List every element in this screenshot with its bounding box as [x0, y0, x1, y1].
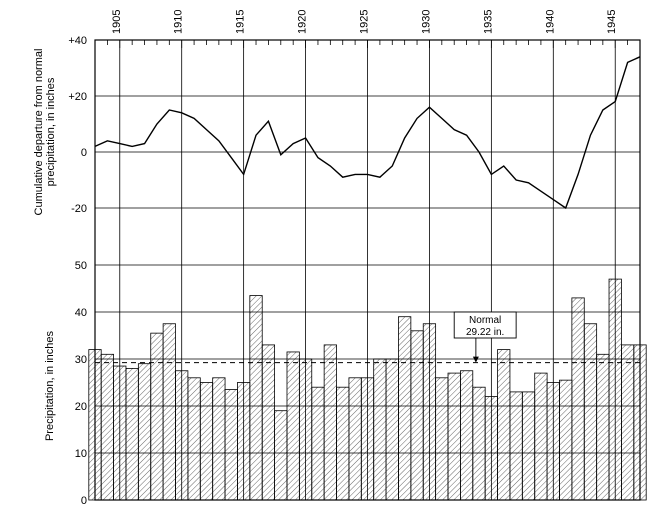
x-tick-label: 1920 — [297, 10, 309, 34]
precip-bar — [547, 383, 559, 501]
precip-bar — [337, 387, 349, 500]
precip-bar — [101, 354, 113, 500]
precip-bar — [498, 350, 510, 500]
bot-y-tick-label: 30 — [75, 354, 87, 366]
precip-bar — [436, 378, 448, 500]
top-y-tick-label: +20 — [68, 91, 87, 103]
precip-bar — [386, 359, 398, 500]
precip-bar — [163, 324, 175, 500]
precipitation-chart: 1905 1910 1915 1920 1925 1930 1935 1940 1945 +40 +… — [10, 10, 650, 519]
bot-y-tick-label: 50 — [75, 260, 87, 272]
precip-bar — [262, 345, 274, 500]
x-tick-label: 1910 — [173, 10, 185, 34]
precip-bar — [448, 373, 460, 500]
top-y-tick-label: +40 — [68, 35, 87, 47]
precip-bar — [621, 345, 633, 500]
precip-bar — [423, 324, 435, 500]
precip-bar — [237, 383, 249, 501]
bot-y-tick-label: 20 — [75, 401, 87, 413]
top-y-tick-label: 0 — [81, 147, 87, 159]
precip-bar — [559, 380, 571, 500]
precip-bar — [349, 378, 361, 500]
precip-bar — [287, 352, 299, 500]
precip-bar — [299, 359, 311, 500]
precip-bar — [151, 333, 163, 500]
precip-bar — [460, 371, 472, 500]
bot-y-tick-label: 40 — [75, 307, 87, 319]
precip-bar — [213, 378, 225, 500]
precip-bar — [361, 378, 373, 500]
bot-y-tick-label: 10 — [75, 448, 87, 460]
x-tick-label: 1930 — [420, 10, 432, 34]
x-tick-label: 1935 — [482, 10, 494, 34]
precip-bar — [510, 392, 522, 500]
precip-bar — [188, 378, 200, 500]
precip-bar — [126, 368, 138, 500]
precip-bar — [200, 383, 212, 501]
precip-bar — [138, 364, 150, 500]
precip-bar — [535, 373, 547, 500]
top-panel-y-label: Cumulative departure from normalprecipit… — [33, 42, 57, 222]
precip-bar — [572, 298, 584, 500]
precip-bar — [312, 387, 324, 500]
precip-bar — [89, 350, 101, 500]
precip-bar — [176, 371, 188, 500]
precip-bar — [250, 296, 262, 500]
precip-bar — [584, 324, 596, 500]
precip-bar — [609, 279, 621, 500]
normal-label-text: 29.22 in. — [466, 327, 504, 338]
bot-y-tick-label: 0 — [81, 495, 87, 507]
precip-bar — [473, 387, 485, 500]
chart-svg: 1905 1910 1915 1920 1925 1930 1935 1940 1945 +40 +… — [10, 10, 650, 519]
x-tick-label: 1905 — [111, 10, 123, 34]
precip-bar — [411, 331, 423, 500]
precip-bar — [485, 397, 497, 500]
precip-bar — [597, 354, 609, 500]
x-tick-label: 1945 — [606, 10, 618, 34]
precip-bar — [522, 392, 534, 500]
precip-bar — [634, 345, 646, 500]
normal-arrow-head — [473, 357, 479, 363]
precip-bar — [114, 366, 126, 500]
normal-label-text: Normal — [469, 315, 501, 326]
top-y-tick-label: -20 — [71, 203, 87, 215]
x-tick-label: 1925 — [359, 10, 371, 34]
precip-bar — [324, 345, 336, 500]
bottom-panel-y-label: Precipitation, in inches — [44, 316, 56, 456]
precip-bar — [374, 359, 386, 500]
x-tick-label: 1915 — [235, 10, 247, 34]
x-tick-label: 1940 — [544, 10, 556, 34]
precip-bar — [275, 411, 287, 500]
precip-bar — [225, 390, 237, 500]
precip-bar — [398, 317, 410, 500]
